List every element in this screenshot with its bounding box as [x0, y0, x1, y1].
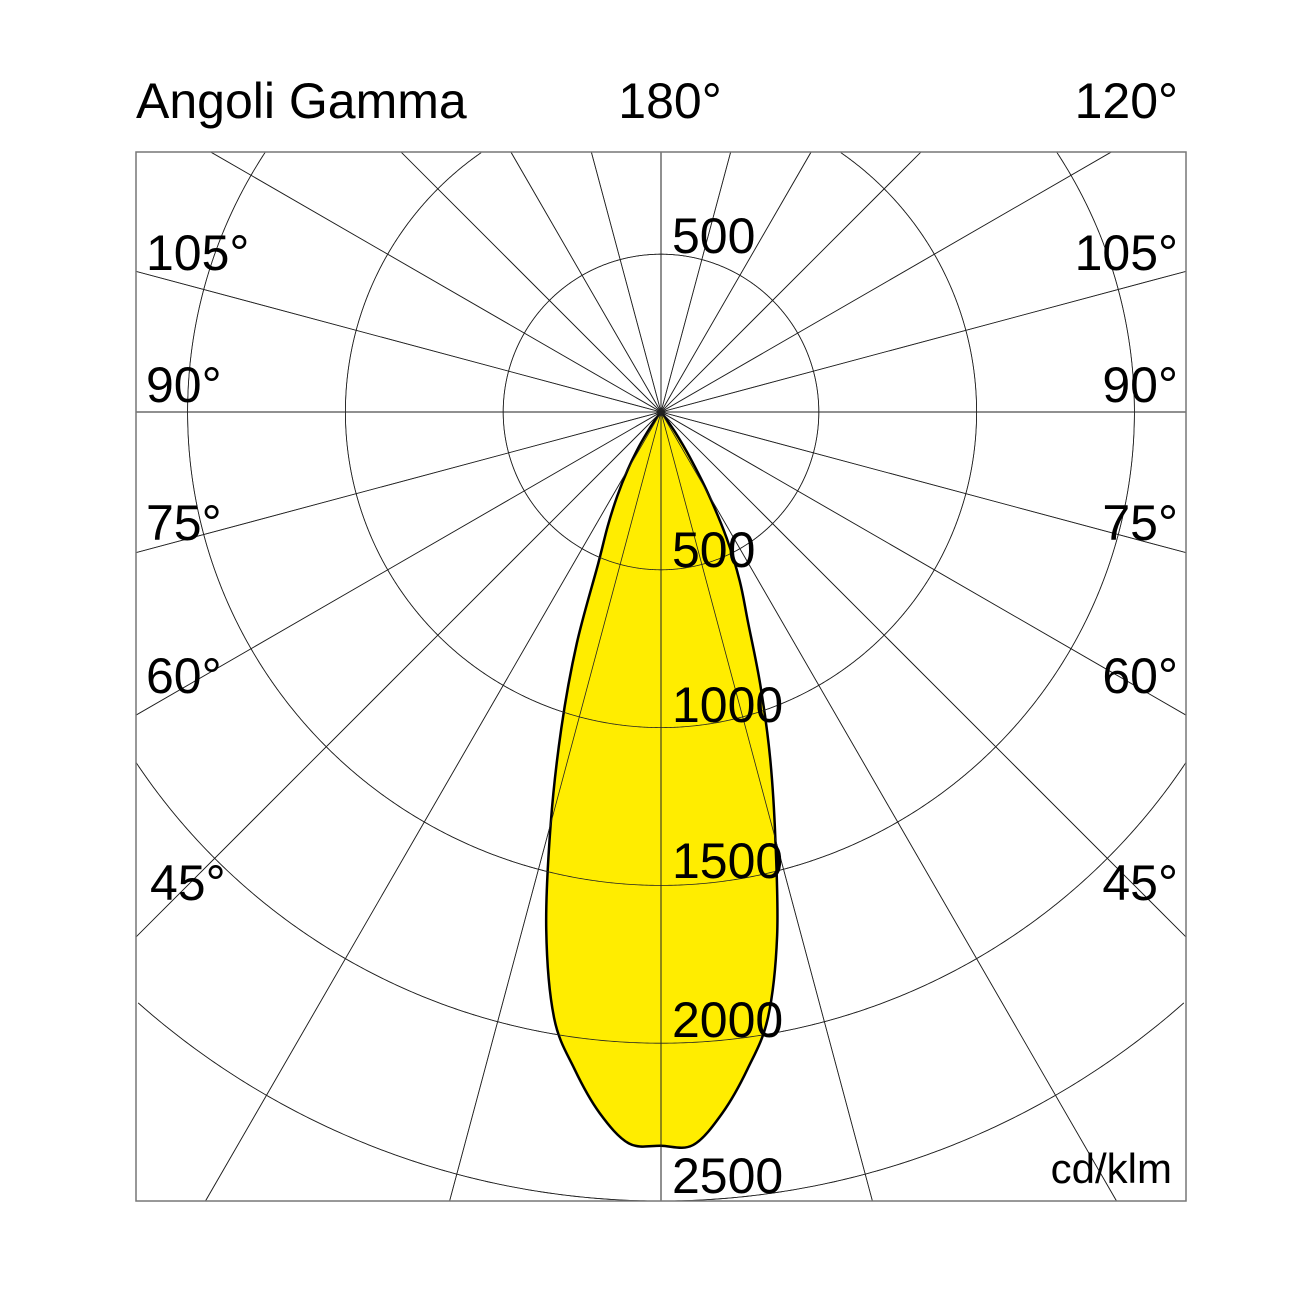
grid-spoke [510, 151, 662, 413]
intensity-curve [544, 410, 779, 1150]
polar-grid-overlay [135, 151, 1187, 1202]
grid-spoke [660, 270, 1187, 413]
angle-label-right: 45° [1102, 855, 1178, 911]
grid-spoke [660, 411, 873, 1202]
angle-label-right: 105° [1075, 225, 1178, 281]
angle-label-right: 60° [1102, 648, 1178, 704]
radial-tick-label: 1500 [672, 833, 783, 889]
grid-spoke [660, 151, 1112, 413]
radial-tick-label: 1000 [672, 677, 783, 733]
grid-spoke [660, 411, 1117, 1202]
grid-spoke [660, 151, 922, 413]
grid-spoke [660, 411, 1187, 554]
grid-spoke [135, 270, 662, 413]
grid-spoke [660, 411, 1187, 716]
angle-label-left: 105° [146, 225, 249, 281]
chart-frame [135, 151, 1187, 1202]
angle-label-top-center: 180° [618, 73, 721, 129]
angle-label-left: 60° [146, 648, 222, 704]
radial-tick-label-top: 500 [672, 208, 755, 264]
grid-spoke [660, 151, 812, 413]
angle-label-left: 90° [146, 357, 222, 413]
grid-spoke [660, 151, 732, 413]
grid-circle [345, 152, 977, 728]
grid-spoke [210, 151, 662, 413]
grid-spoke [135, 411, 662, 938]
chart-title: Angoli Gamma [136, 73, 467, 129]
grid-spoke [660, 411, 1187, 938]
grid-spoke [590, 151, 662, 413]
grid-spoke [205, 411, 662, 1202]
grid-spoke [449, 411, 662, 1202]
angle-label-top-right: 120° [1075, 73, 1178, 129]
radial-tick-label: 2500 [672, 1148, 783, 1204]
light-distribution-curve [544, 410, 779, 1150]
angle-label-right: 90° [1102, 357, 1178, 413]
grid-spoke [135, 411, 662, 554]
grid-circle [187, 152, 1135, 886]
grid-spoke [400, 151, 662, 413]
angle-label-left: 75° [146, 495, 222, 551]
radial-tick-label: 2000 [672, 992, 783, 1048]
grid-spoke [135, 411, 662, 716]
angle-label-right: 75° [1102, 495, 1178, 551]
radial-tick-label: 500 [672, 522, 755, 578]
unit-label: cd/klm [1051, 1145, 1172, 1192]
angle-label-left: 45° [150, 855, 226, 911]
